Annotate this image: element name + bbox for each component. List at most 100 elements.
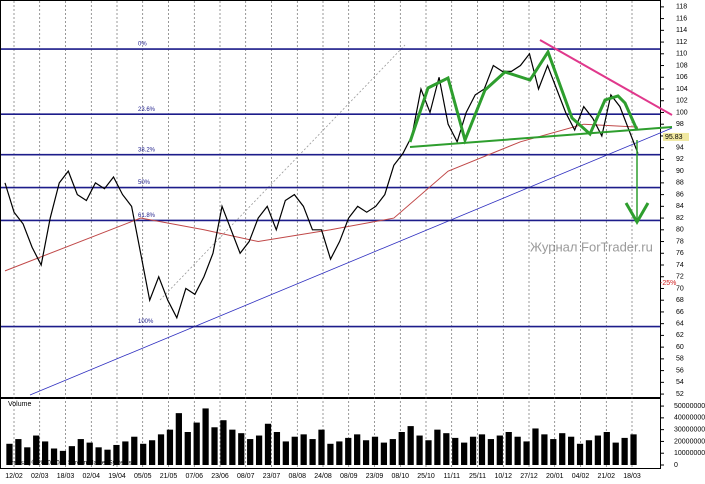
y-tick-label: 94	[676, 145, 684, 152]
volume-bar	[309, 439, 316, 465]
volume-bar	[184, 432, 191, 465]
volume-bar	[612, 442, 619, 465]
y-tick-label: 108	[676, 62, 688, 69]
x-tick-label: 21/02	[597, 473, 615, 480]
x-tick-label: 05/05	[134, 473, 152, 480]
x-tick-label: 23/07	[263, 473, 281, 480]
volume-bar	[33, 435, 40, 465]
fib-label: 100%	[138, 319, 154, 325]
y-tick-label: 90	[676, 168, 684, 175]
y-tick-label: 70	[676, 285, 684, 292]
volume-bar	[131, 436, 138, 465]
resistance-line	[539, 39, 673, 116]
volume-bar	[175, 413, 182, 465]
y-tick-label: 64	[676, 321, 684, 328]
head-shoulders-pattern	[408, 48, 639, 145]
x-tick-label: 25/11	[469, 473, 486, 480]
x-tick-label: 07/06	[185, 473, 203, 480]
volume-bar	[345, 437, 352, 465]
volume-bar	[407, 426, 414, 465]
volume-bar	[148, 440, 156, 465]
y-tick-label: 72	[676, 274, 684, 281]
volume-bar	[478, 434, 486, 465]
volume-bar	[630, 434, 637, 465]
volume-bar	[327, 443, 334, 465]
x-tick-label: 27/12	[520, 473, 538, 480]
x-tick-label: 10/12	[494, 473, 512, 480]
fib-label: 38.2%	[138, 147, 156, 153]
volume-bar	[594, 435, 602, 465]
y-tick-label: 78	[676, 238, 684, 245]
volume-bar	[559, 433, 566, 465]
x-tick-label: 08/08	[288, 473, 306, 480]
fib-label: 23.6%	[138, 107, 156, 113]
volume-bar	[532, 428, 539, 465]
volume-bar	[603, 432, 610, 465]
volume-bar	[523, 441, 530, 465]
volume-bar	[300, 434, 307, 465]
watermark: Журнал ForTrader.ru	[530, 239, 653, 254]
moving-average	[4, 123, 639, 272]
y-tick-label: 98	[676, 121, 684, 128]
y-tick-label: 56	[676, 367, 684, 374]
volume-bar	[291, 436, 298, 465]
volume-bar	[202, 408, 209, 465]
x-tick-label: 21/05	[160, 473, 178, 480]
y-tick-label: 88	[676, 180, 684, 187]
x-tick-label: 24/08	[314, 473, 332, 480]
volume-tick-label: 10000000	[674, 450, 705, 457]
y-tick-label: 106	[676, 74, 688, 81]
volume-bar	[416, 435, 423, 465]
support-trendline	[29, 127, 673, 396]
volume-bar	[354, 434, 361, 465]
volume-bar	[514, 436, 521, 465]
fib-label: 0%	[138, 42, 147, 48]
y-tick-label: 76	[676, 250, 684, 257]
volume-bar	[15, 439, 22, 465]
y-tick-label: 62	[676, 332, 684, 339]
volume-bar	[505, 432, 512, 465]
volume-bar	[568, 436, 575, 465]
volume-tick-label: 30000000	[674, 426, 705, 433]
last-price-tag	[663, 132, 689, 141]
x-tick-label: 11/11	[444, 473, 461, 480]
y-tick-label: 116	[676, 15, 687, 22]
fan-line	[159, 44, 406, 301]
x-tick-label: 08/10	[391, 473, 409, 480]
volume-bar	[585, 440, 593, 465]
volume-bar	[140, 443, 147, 465]
target-arrowhead	[624, 202, 650, 225]
x-tick-label: 12/02	[5, 473, 23, 480]
volume-bar	[550, 439, 557, 465]
y-tick-label: 68	[676, 297, 684, 304]
volume-bar	[389, 439, 396, 465]
volume-tick-label: 50000000	[674, 403, 705, 410]
x-tick-label: 23/09	[366, 473, 384, 480]
volume-bar	[362, 440, 370, 465]
x-tick-label: 08/07	[237, 473, 255, 480]
volume-bar	[211, 427, 218, 465]
y-tick-label: 84	[676, 203, 684, 210]
volume-bar	[487, 439, 495, 465]
volume-bar	[6, 443, 13, 465]
volume-bar	[95, 447, 102, 465]
volume-tick-label: 0	[674, 462, 678, 469]
volume-bar	[541, 434, 548, 465]
volume-bar	[50, 448, 58, 465]
volume-bar	[576, 443, 584, 465]
volume-bar	[621, 437, 628, 465]
volume-bar	[104, 449, 111, 465]
volume-bar	[282, 441, 289, 465]
last-price-label: 95.83	[665, 134, 683, 141]
volume-bar	[166, 429, 174, 465]
y-tick-label: 82	[676, 215, 684, 222]
volume-bar	[193, 422, 200, 465]
volume-bar	[336, 441, 343, 465]
volume-bar	[59, 450, 67, 465]
volume-bar	[273, 432, 281, 465]
volume-bar	[255, 435, 263, 465]
marks: 0% 23.6% 38.2% 50% 61.8% 100%	[1, 42, 660, 465]
volume-bar	[452, 437, 459, 465]
volume-bar	[238, 433, 245, 465]
